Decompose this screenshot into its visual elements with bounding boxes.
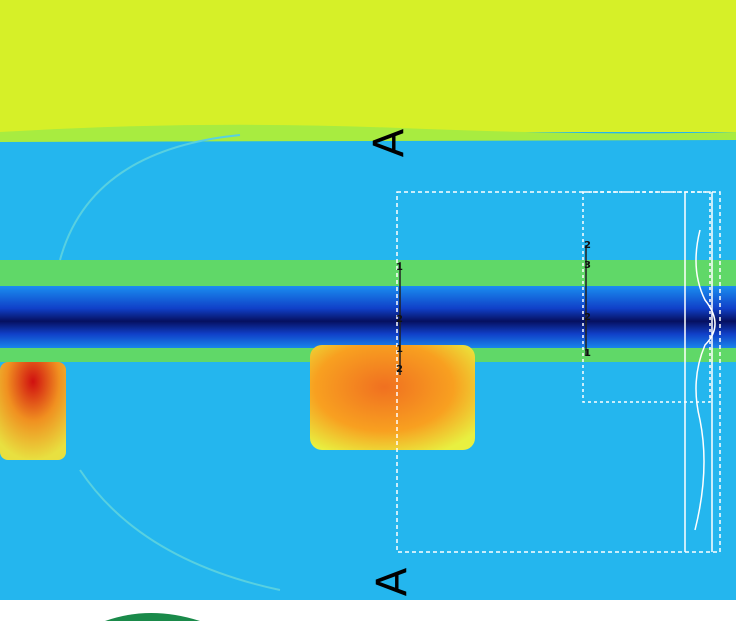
profile-label: 3: [584, 260, 591, 271]
bottom-strip: [0, 600, 736, 621]
top-region: [0, 0, 736, 132]
profile-label: 1: [396, 344, 403, 355]
red-block: [0, 362, 66, 460]
profile-label: 1: [584, 348, 591, 359]
image: [0, 0, 736, 621]
profile-label: 1: [396, 262, 403, 273]
profile-label: 2: [584, 240, 591, 251]
profile-label: 2: [396, 364, 403, 375]
false-color-image: A A 1 2 1 2 2 3 2 1: [0, 0, 736, 621]
dark-band: [0, 286, 736, 350]
section-marker: A: [368, 567, 417, 596]
profile-label: 2: [396, 314, 403, 325]
section-marker: A: [365, 128, 414, 157]
orange-block: [310, 345, 475, 450]
profile-label: 2: [584, 312, 591, 323]
stripe: [0, 260, 736, 286]
